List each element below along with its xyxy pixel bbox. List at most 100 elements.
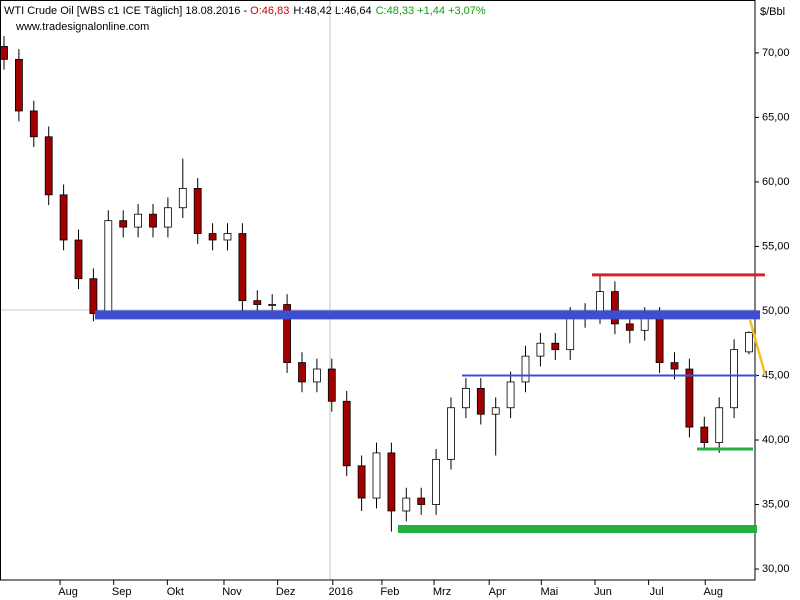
candle-body: [596, 291, 604, 314]
candle-body: [119, 220, 128, 228]
candle-body: [357, 465, 366, 499]
candle: [149, 203, 157, 238]
candle: [700, 416, 709, 450]
candle-body: [685, 368, 694, 428]
candle: [178, 158, 187, 219]
candle-body: [342, 400, 351, 467]
candle: [730, 339, 738, 419]
candle-body: [670, 362, 679, 370]
source: www.tradesignalonline.com: [15, 21, 149, 33]
candle-body: [268, 304, 277, 306]
candle-body: [44, 136, 53, 196]
y-tick-label: 40,00: [762, 434, 790, 446]
candle-body: [551, 342, 560, 351]
x-tick-label: Apr: [489, 586, 506, 598]
header-close: C:48,33 +1,44 +3,07%: [376, 5, 486, 17]
y-tick-label: 60,00: [762, 176, 790, 188]
candle: [357, 455, 366, 511]
candle-body: [178, 187, 187, 209]
x-tick-label: Jul: [650, 586, 664, 598]
candle-body: [700, 426, 709, 443]
x-tick-label: Feb: [380, 586, 399, 598]
candle-body: [417, 497, 426, 505]
header-title: WTI Crude Oil [WBS c1 ICE Täglich] 18.08…: [4, 5, 250, 17]
x-tick-label: Nov: [222, 586, 242, 598]
header: WTI Crude Oil [WBS c1 ICE Täglich] 18.08…: [4, 5, 486, 17]
candle-body: [447, 407, 455, 460]
candle-body: [89, 278, 98, 314]
candle-body: [104, 220, 113, 314]
candle: [715, 397, 724, 453]
x-tick-label: Aug: [58, 586, 78, 598]
candle: [417, 487, 426, 515]
candle: [387, 442, 396, 532]
candle: [223, 223, 232, 251]
y-tick-label: 70,00: [762, 47, 790, 59]
candle-body: [14, 58, 23, 112]
candle: [134, 203, 143, 238]
header-range: H:48,42 L:46,64: [293, 5, 371, 17]
candle-body: [0, 46, 8, 60]
candle: [685, 358, 694, 438]
candle-body: [163, 207, 172, 228]
candle: [74, 229, 83, 290]
candle: [89, 268, 98, 322]
candle: [312, 358, 321, 393]
candle-body: [298, 362, 306, 383]
x-tick-label: 2016: [328, 586, 352, 598]
candle-body: [223, 233, 232, 241]
candle-body: [134, 213, 143, 228]
candle: [611, 281, 619, 335]
candle-body: [640, 317, 649, 331]
candle-body: [730, 349, 738, 409]
candle: [298, 352, 306, 393]
candle: [402, 487, 411, 522]
candle: [193, 178, 202, 244]
header-open: O:46,83: [250, 5, 289, 17]
candle-body: [149, 213, 157, 228]
candle-body: [506, 381, 515, 409]
candle-body: [208, 233, 217, 241]
candle: [476, 378, 485, 425]
plot-border: [0, 0, 756, 581]
candle: [29, 100, 38, 148]
candle-body: [29, 110, 38, 138]
candle-body: [432, 458, 441, 505]
candle: [238, 223, 247, 311]
x-tick-label: Sep: [112, 586, 132, 598]
candle: [44, 126, 53, 206]
candle: [163, 197, 172, 238]
candle: [59, 184, 68, 251]
y-tick-label: 55,00: [762, 240, 790, 252]
candle-body: [491, 407, 500, 415]
candle: [432, 449, 441, 515]
candle-body: [283, 304, 292, 363]
candle-body: [611, 291, 619, 325]
candle: [283, 294, 292, 373]
x-tick-label: Jun: [594, 586, 612, 598]
level-line: [748, 319, 767, 375]
candle: [551, 332, 560, 360]
candle: [506, 371, 515, 419]
candle: [372, 442, 381, 509]
candle-body: [238, 233, 247, 302]
candle: [342, 390, 351, 477]
candle-body: [476, 387, 485, 415]
candle: [447, 397, 455, 470]
candle: [461, 378, 470, 419]
y-tick-label: 45,00: [762, 369, 790, 381]
candle-body: [461, 387, 470, 409]
candle-body: [312, 368, 321, 383]
y-tick-label: 50,00: [762, 305, 790, 317]
candle-body: [536, 342, 545, 357]
x-tick-label: Dez: [276, 586, 296, 598]
candle: [745, 331, 753, 355]
y-axis-label: $/Bbl: [760, 6, 785, 18]
candle-body: [387, 452, 396, 512]
candle: [327, 358, 336, 412]
y-tick-label: 65,00: [762, 111, 790, 123]
x-tick-label: Okt: [167, 586, 184, 598]
candle: [491, 397, 500, 456]
candle-body: [193, 187, 202, 234]
candle-body: [74, 239, 83, 280]
